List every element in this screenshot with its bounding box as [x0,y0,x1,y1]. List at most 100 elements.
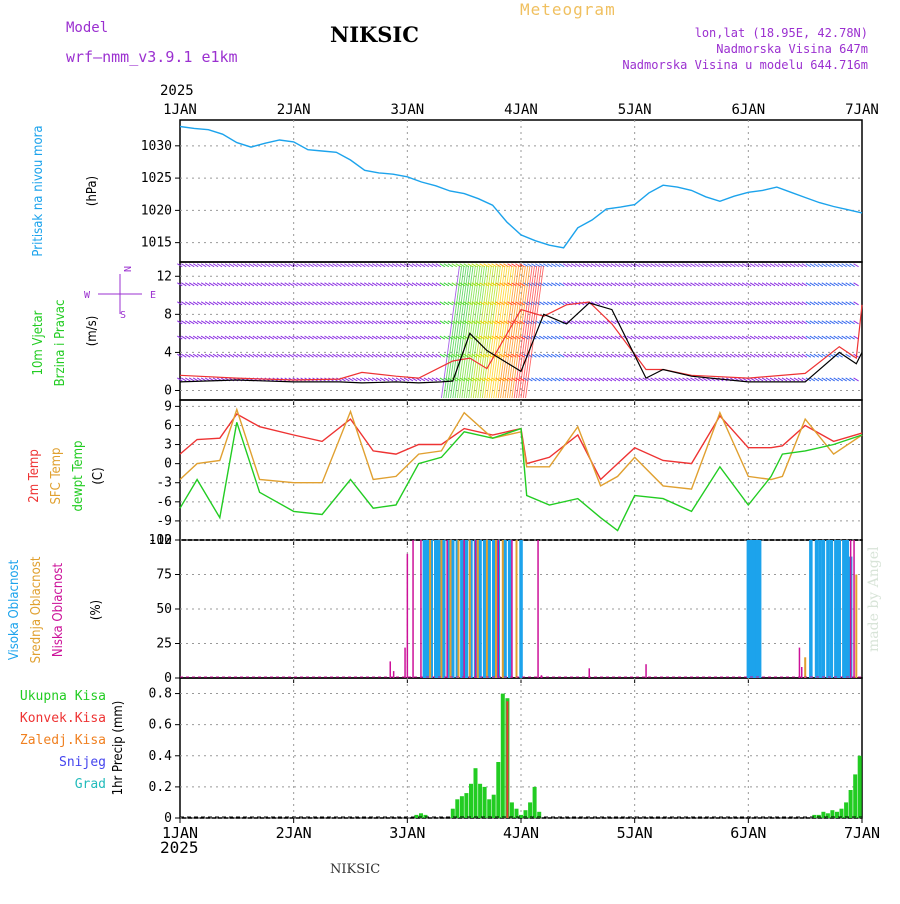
wind-barb [554,353,561,358]
wind-barb [749,263,756,268]
cloud-bar-high [446,540,450,678]
wind-barb [348,335,354,340]
wind-barb [650,282,656,287]
cloud-bar-high [460,540,464,678]
wind-barb [527,263,533,268]
wind-barb [622,353,629,358]
time-label-top: 3JAN [390,102,424,118]
wind-barb [519,282,525,287]
wind-barb [539,282,545,287]
wind-barb [793,377,800,382]
wind-barb [769,320,776,325]
wind-barb [805,353,812,358]
wind-barb [272,263,279,268]
wind-barb [654,263,660,268]
wind-barb [853,335,859,340]
wind-storm-hatch [506,265,526,399]
wind-storm-hatch [493,265,513,399]
wind-barb [702,320,708,325]
wind-barb [690,263,696,268]
wind-barb [184,335,191,340]
wind-barb [443,320,450,325]
wind-barb [300,282,306,287]
wind-storm-hatch [504,265,524,399]
wind-barb [383,282,390,287]
wind-barb [726,320,732,325]
wind-barb [741,377,748,382]
wind-barb [356,282,362,287]
cloud-bar-mid [476,540,479,678]
wind-barb [312,320,318,325]
wind-barb [753,377,760,382]
temperature-frame [179,399,863,541]
wind-ytick-label: 0 [164,383,172,398]
wind-barb [395,282,402,287]
wind-barb [356,353,362,358]
wind-barb [793,335,800,340]
wind-barb [300,263,306,268]
wind-barb [749,320,756,325]
wind-barb [407,263,414,268]
wind-barb [177,263,183,268]
wind-barb [590,320,597,325]
wind-barb [435,353,442,358]
wind-barb [391,301,398,306]
wind-barb [797,320,804,325]
wind-barb [626,282,633,287]
wind-barb [785,301,792,306]
wind-barb [216,282,223,287]
wind-barb [785,282,792,287]
cloud-bar-mid [485,540,488,678]
wind-barb [407,377,414,382]
wind-barb [845,353,851,358]
wind-barb [737,377,744,382]
wind-barb [352,377,358,382]
wind-barb [718,282,724,287]
wind-barb [702,353,708,358]
wind-barb [340,335,346,340]
wind-barb [670,377,676,382]
wind-barb [367,335,374,340]
wind-barb [475,335,481,340]
wind-barb [252,353,259,358]
pressure-ytick-label: 1020 [141,203,172,218]
wind-barb [686,282,692,287]
wind-barb [367,353,374,358]
wind-barb [606,263,613,268]
wind-storm-hatch [525,265,544,399]
wind-barb [765,377,772,382]
temperature-ytick-label: -6 [156,495,172,510]
wind-barb [415,282,422,287]
wind-barb [781,335,788,340]
wind-barb [789,301,796,306]
wind-barb [284,320,290,325]
wind-barb [244,301,251,306]
wind-barb [316,320,322,325]
wind-barb [845,377,851,382]
wind-barb [411,353,418,358]
wind-barb [626,353,633,358]
cloud-bar-mid [855,574,858,678]
precip-bar-total [473,768,478,818]
wind-barb [578,320,585,325]
wind-barb [192,301,199,306]
wind-barb [602,353,609,358]
wind-barb [765,320,772,325]
wind-barb [777,301,784,306]
wind-barb [427,353,434,358]
wind-barb [773,353,780,358]
wind-barb [658,301,664,306]
wind-barb [650,353,656,358]
wind-barb [232,282,239,287]
wind-barb [558,335,565,340]
wind-barb [698,377,704,382]
wind-barb [849,377,855,382]
wind-barb [554,263,561,268]
cloud-bar-low [801,667,803,678]
time-label-top: 7JAN [845,102,879,118]
wind-barb [698,263,704,268]
wind-barb [841,263,847,268]
wind-barb [817,263,824,268]
wind-barb [531,263,537,268]
wind-barb [614,282,621,287]
